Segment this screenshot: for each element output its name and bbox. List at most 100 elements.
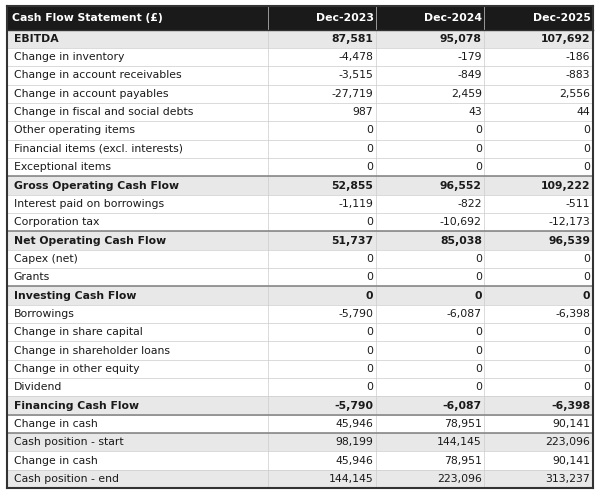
Bar: [7, 30, 593, 48]
Text: 0: 0: [475, 162, 482, 172]
Bar: [7, 84, 593, 103]
Text: -10,692: -10,692: [440, 217, 482, 227]
Text: 85,038: 85,038: [440, 236, 482, 246]
Text: 0: 0: [367, 125, 373, 135]
Text: 0: 0: [583, 382, 590, 392]
Text: -1,119: -1,119: [338, 199, 373, 209]
Text: Net Operating Cash Flow: Net Operating Cash Flow: [14, 236, 166, 246]
Bar: [7, 103, 593, 122]
Text: 0: 0: [583, 290, 590, 300]
Text: 45,946: 45,946: [335, 455, 373, 465]
Text: 51,737: 51,737: [331, 236, 373, 246]
Text: Change in inventory: Change in inventory: [14, 52, 124, 62]
Text: 0: 0: [475, 254, 482, 264]
Bar: [7, 268, 593, 287]
Text: -186: -186: [566, 52, 590, 62]
Text: EBITDA: EBITDA: [14, 34, 58, 44]
Text: Interest paid on borrowings: Interest paid on borrowings: [14, 199, 164, 209]
Text: Change in account receivables: Change in account receivables: [14, 71, 181, 81]
Text: 223,096: 223,096: [437, 474, 482, 484]
Bar: [7, 287, 593, 305]
Text: -6,398: -6,398: [551, 401, 590, 411]
Text: -883: -883: [566, 71, 590, 81]
Text: -5,790: -5,790: [334, 401, 373, 411]
Text: Change in other equity: Change in other equity: [14, 364, 139, 374]
Text: 107,692: 107,692: [541, 34, 590, 44]
Text: -179: -179: [457, 52, 482, 62]
Text: 0: 0: [583, 364, 590, 374]
Text: 0: 0: [367, 254, 373, 264]
Bar: [7, 122, 593, 140]
Text: -822: -822: [457, 199, 482, 209]
Bar: [7, 6, 593, 30]
Text: 0: 0: [583, 125, 590, 135]
Bar: [7, 452, 593, 470]
Text: 44: 44: [577, 107, 590, 117]
Text: 0: 0: [367, 162, 373, 172]
Text: Change in shareholder loans: Change in shareholder loans: [14, 345, 170, 356]
Text: 313,237: 313,237: [545, 474, 590, 484]
Bar: [7, 213, 593, 231]
Text: 0: 0: [367, 144, 373, 154]
Bar: [7, 341, 593, 360]
Text: Grants: Grants: [14, 272, 50, 282]
Text: -6,398: -6,398: [555, 309, 590, 319]
Text: -4,478: -4,478: [338, 52, 373, 62]
Text: 0: 0: [366, 290, 373, 300]
Text: 87,581: 87,581: [332, 34, 373, 44]
Text: Change in cash: Change in cash: [14, 419, 97, 429]
Text: Change in account payables: Change in account payables: [14, 89, 168, 99]
Text: 43: 43: [468, 107, 482, 117]
Text: 45,946: 45,946: [335, 419, 373, 429]
Bar: [7, 66, 593, 84]
Text: Cash position - end: Cash position - end: [14, 474, 119, 484]
Bar: [7, 415, 593, 433]
Text: -6,087: -6,087: [443, 401, 482, 411]
Text: Change in share capital: Change in share capital: [14, 327, 142, 337]
Text: 0: 0: [475, 382, 482, 392]
Bar: [7, 231, 593, 249]
Text: 96,552: 96,552: [440, 180, 482, 191]
Text: 90,141: 90,141: [552, 419, 590, 429]
Bar: [7, 470, 593, 488]
Text: Dec-2023: Dec-2023: [316, 13, 374, 23]
Bar: [7, 249, 593, 268]
Text: 0: 0: [583, 272, 590, 282]
Text: 144,145: 144,145: [329, 474, 373, 484]
Text: Exceptional items: Exceptional items: [14, 162, 111, 172]
Text: 987: 987: [353, 107, 373, 117]
Text: Other operating items: Other operating items: [14, 125, 135, 135]
Text: 0: 0: [367, 272, 373, 282]
Text: Cash Flow Statement (£): Cash Flow Statement (£): [13, 13, 163, 23]
Text: 0: 0: [475, 364, 482, 374]
Text: 109,222: 109,222: [541, 180, 590, 191]
Text: 78,951: 78,951: [444, 455, 482, 465]
Text: Borrowings: Borrowings: [14, 309, 74, 319]
Text: Dividend: Dividend: [14, 382, 62, 392]
Text: 0: 0: [475, 125, 482, 135]
Text: 2,459: 2,459: [451, 89, 482, 99]
Text: Dec-2025: Dec-2025: [533, 13, 590, 23]
Bar: [7, 176, 593, 195]
Bar: [7, 140, 593, 158]
Text: 0: 0: [583, 144, 590, 154]
Text: 0: 0: [583, 327, 590, 337]
Text: 0: 0: [367, 327, 373, 337]
Bar: [7, 360, 593, 378]
Text: Change in fiscal and social debts: Change in fiscal and social debts: [14, 107, 193, 117]
Text: 2,556: 2,556: [559, 89, 590, 99]
Text: -27,719: -27,719: [332, 89, 373, 99]
Text: -511: -511: [566, 199, 590, 209]
Text: 0: 0: [475, 327, 482, 337]
Text: 78,951: 78,951: [444, 419, 482, 429]
Text: 96,539: 96,539: [548, 236, 590, 246]
Bar: [7, 195, 593, 213]
Bar: [7, 396, 593, 415]
Text: Cash position - start: Cash position - start: [14, 437, 124, 447]
Text: Capex (net): Capex (net): [14, 254, 77, 264]
Text: 0: 0: [583, 345, 590, 356]
Text: Dec-2024: Dec-2024: [424, 13, 482, 23]
Text: 0: 0: [367, 382, 373, 392]
Text: 98,199: 98,199: [335, 437, 373, 447]
Bar: [7, 323, 593, 341]
